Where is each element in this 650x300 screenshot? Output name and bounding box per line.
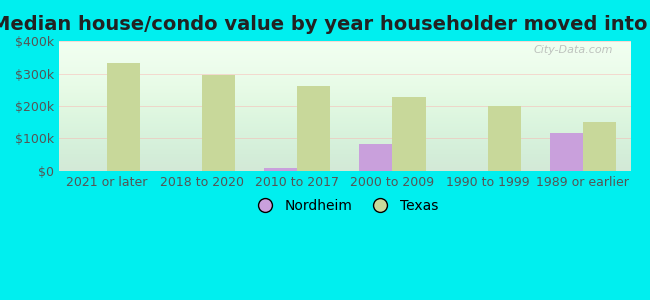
Bar (202, 75, 235, 171)
Text: City-Data.com: City-Data.com (534, 45, 614, 55)
Bar (264, 168, 297, 171)
Title: Median house/condo value by year householder moved into unit: Median house/condo value by year househo… (0, 15, 650, 34)
Bar (488, 106, 521, 171)
Bar (393, 97, 426, 171)
Bar (359, 144, 393, 171)
Bar (107, 63, 140, 171)
Bar (549, 133, 583, 171)
Bar (583, 122, 616, 171)
Legend: Nordheim, Texas: Nordheim, Texas (246, 194, 444, 218)
Bar (297, 85, 330, 171)
